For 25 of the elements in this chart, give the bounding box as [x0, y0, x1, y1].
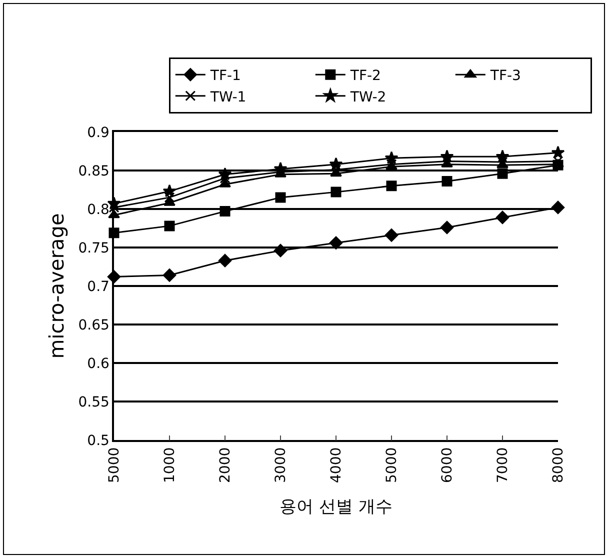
y-axis-title: micro-average — [44, 213, 68, 359]
legend-label: TF-2 — [349, 68, 381, 84]
y-tick-label: 0.85 — [78, 163, 110, 180]
y-tick-label: 0.7 — [87, 278, 110, 295]
x-tick-label: 8000 — [550, 447, 567, 483]
y-tick-label: 0.6 — [87, 356, 110, 372]
legend-label: TF-1 — [209, 68, 241, 84]
y-tick-label: 0.55 — [78, 394, 110, 410]
y-tick-label: 0.65 — [78, 317, 110, 334]
x-tick-label: 2000 — [218, 447, 234, 483]
x-tick-label: 5000 — [106, 447, 123, 483]
legend-label: TW-1 — [209, 89, 246, 106]
legend-label: TF-3 — [489, 68, 521, 84]
x-tick-label: 3000 — [273, 447, 290, 483]
y-tick-label: 0.75 — [78, 240, 110, 256]
x-tick-label: 7000 — [495, 447, 512, 483]
x-tick-label: 1000 — [162, 447, 178, 483]
y-tick-label: 0.5 — [87, 432, 110, 449]
y-tick-label: 0.9 — [87, 124, 110, 141]
x-axis-title: 용어 선별 개수 — [280, 496, 392, 517]
legend-label: TW-2 — [349, 89, 386, 106]
x-tick-label: 4000 — [328, 447, 345, 483]
x-tick-label: 6000 — [440, 447, 456, 483]
x-tick-label: 5000 — [384, 447, 400, 483]
y-tick-label: 0.8 — [87, 202, 110, 218]
